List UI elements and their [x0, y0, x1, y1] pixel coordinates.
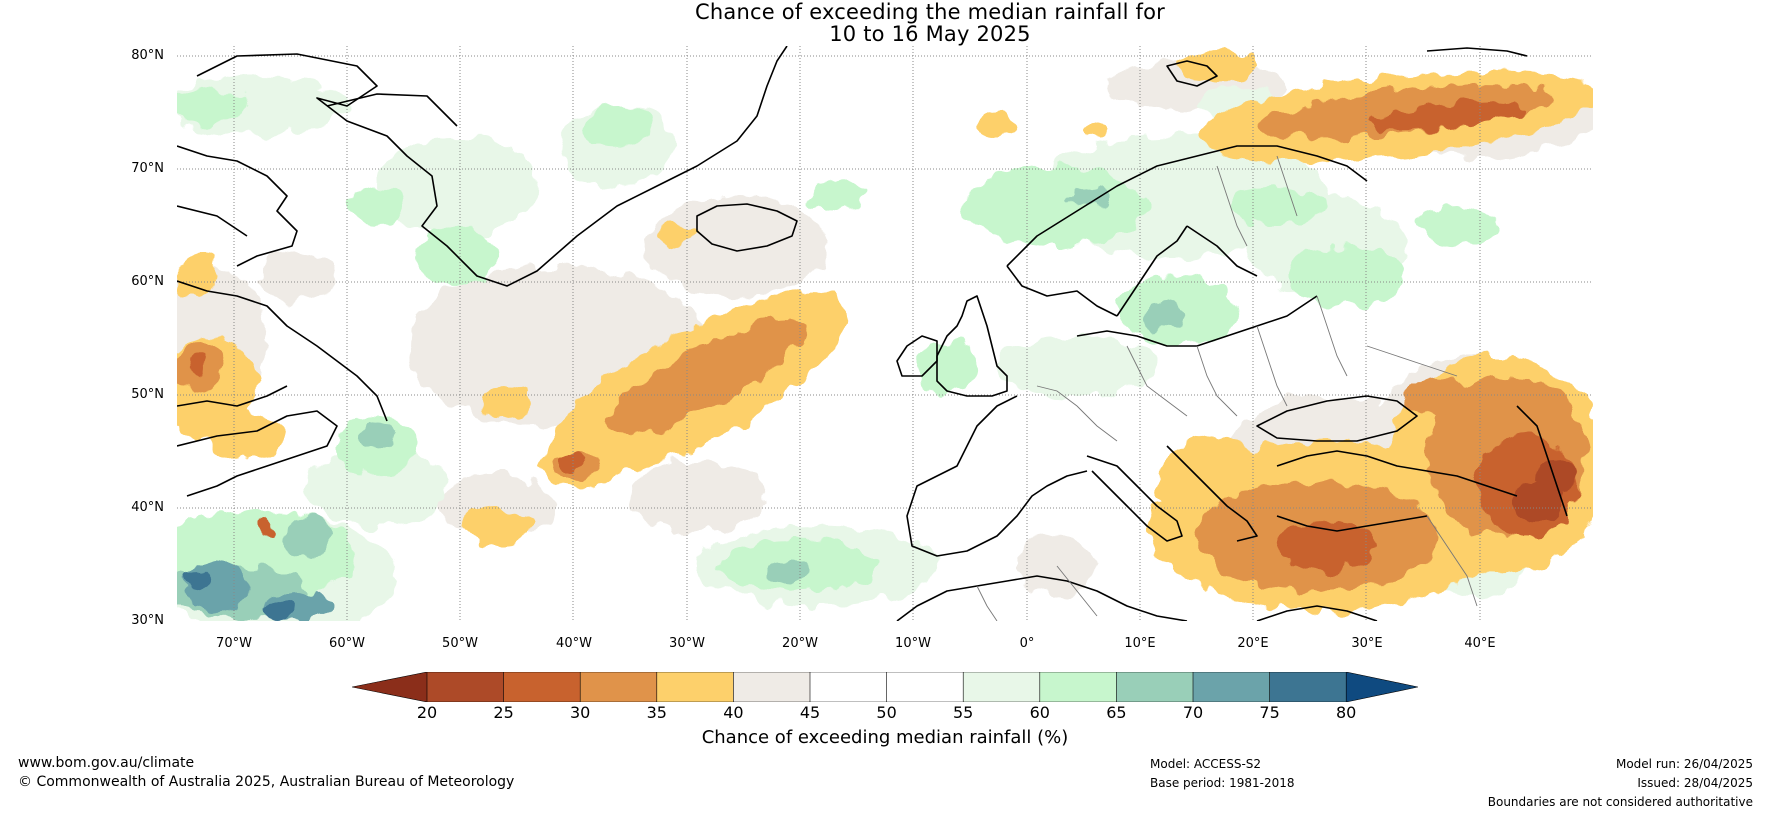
- colorbar-label: Chance of exceeding median rainfall (%): [701, 727, 1069, 748]
- colorbar-bin-50-55: [886, 672, 964, 702]
- graticule: [177, 46, 1593, 621]
- lat-label-70n: 70°N: [131, 161, 164, 176]
- colorbar-tick-65: 65: [1106, 703, 1127, 722]
- lon-label-30w: 30°W: [669, 636, 705, 651]
- colorbar-bin-25-30: [503, 672, 581, 702]
- colorbar-bin-40-45: [733, 672, 810, 702]
- lon-label-0: 0°: [1019, 636, 1035, 651]
- model-run-date: Model run: 26/04/2025: [1615, 757, 1753, 771]
- colorbar-tick-25: 25: [493, 703, 514, 722]
- anomaly-shading: [177, 52, 1593, 621]
- website-link[interactable]: www.bom.gov.au/climate: [18, 755, 195, 771]
- lon-label-20w: 20°W: [782, 636, 818, 651]
- lon-label-20e: 20°E: [1237, 636, 1269, 651]
- lat-label-30n: 30°N: [131, 613, 164, 628]
- colorbar-tick-70: 70: [1182, 703, 1204, 722]
- colorbar-tick-75: 75: [1259, 703, 1280, 722]
- colorbar-bin-65-70: [1116, 672, 1193, 702]
- colorbar-bin-60-65: [1039, 672, 1117, 702]
- lon-label-70w: 70°W: [216, 636, 252, 651]
- lon-label-10w: 10°W: [895, 636, 931, 651]
- model-name: Model: ACCESS-S2: [1150, 757, 1262, 771]
- lat-label-80n: 80°N: [131, 48, 164, 63]
- map-title-line-2: 10 to 16 May 2025: [829, 22, 1031, 46]
- colorbar-bin-35-40: [656, 672, 734, 702]
- colorbar-bin-55-60: [963, 672, 1040, 702]
- boundaries-disclaimer: Boundaries are not considered authoritat…: [1487, 795, 1753, 809]
- lon-label-10e: 10°E: [1124, 636, 1156, 651]
- lon-label-30e: 30°E: [1351, 636, 1383, 651]
- colorbar-tick-55: 55: [953, 703, 974, 722]
- colorbar-bin-30-35: [580, 672, 657, 702]
- colorbar-tick-80: 80: [1336, 703, 1357, 722]
- colorbar-tick-45: 45: [799, 703, 821, 722]
- rainfall-probability-map: [177, 46, 1593, 621]
- colorbar-bin-20-25: [427, 672, 504, 702]
- lon-label-50w: 50°W: [442, 636, 478, 651]
- lat-label-60n: 60°N: [131, 274, 164, 289]
- colorbar: [351, 671, 1419, 703]
- colorbar-extend-low: [352, 672, 427, 702]
- colorbar-tick-60: 60: [1029, 703, 1050, 722]
- colorbar-bin-75-80: [1269, 672, 1347, 702]
- country-borders: [976, 155, 1478, 621]
- map-title-line-1: Chance of exceeding the median rainfall …: [695, 0, 1165, 24]
- base-period: Base period: 1981-2018: [1150, 776, 1295, 790]
- issued-date: Issued: 28/04/2025: [1637, 776, 1753, 790]
- colorbar-bin-70-75: [1193, 672, 1270, 702]
- lat-label-40n: 40°N: [131, 500, 164, 515]
- copyright-text: © Commonwealth of Australia 2025, Austra…: [18, 774, 515, 790]
- lon-label-40w: 40°W: [556, 636, 592, 651]
- colorbar-tick-20: 20: [416, 703, 438, 722]
- colorbar-bin-45-50: [810, 672, 887, 702]
- lon-label-60w: 60°W: [329, 636, 365, 651]
- lon-label-40e: 40°E: [1464, 636, 1496, 651]
- colorbar-tick-50: 50: [876, 703, 897, 722]
- colorbar-tick-35: 35: [646, 703, 667, 722]
- lat-label-50n: 50°N: [131, 387, 164, 402]
- colorbar-tick-30: 30: [570, 703, 591, 722]
- colorbar-tick-40: 40: [723, 703, 744, 722]
- colorbar-extend-high: [1346, 672, 1418, 702]
